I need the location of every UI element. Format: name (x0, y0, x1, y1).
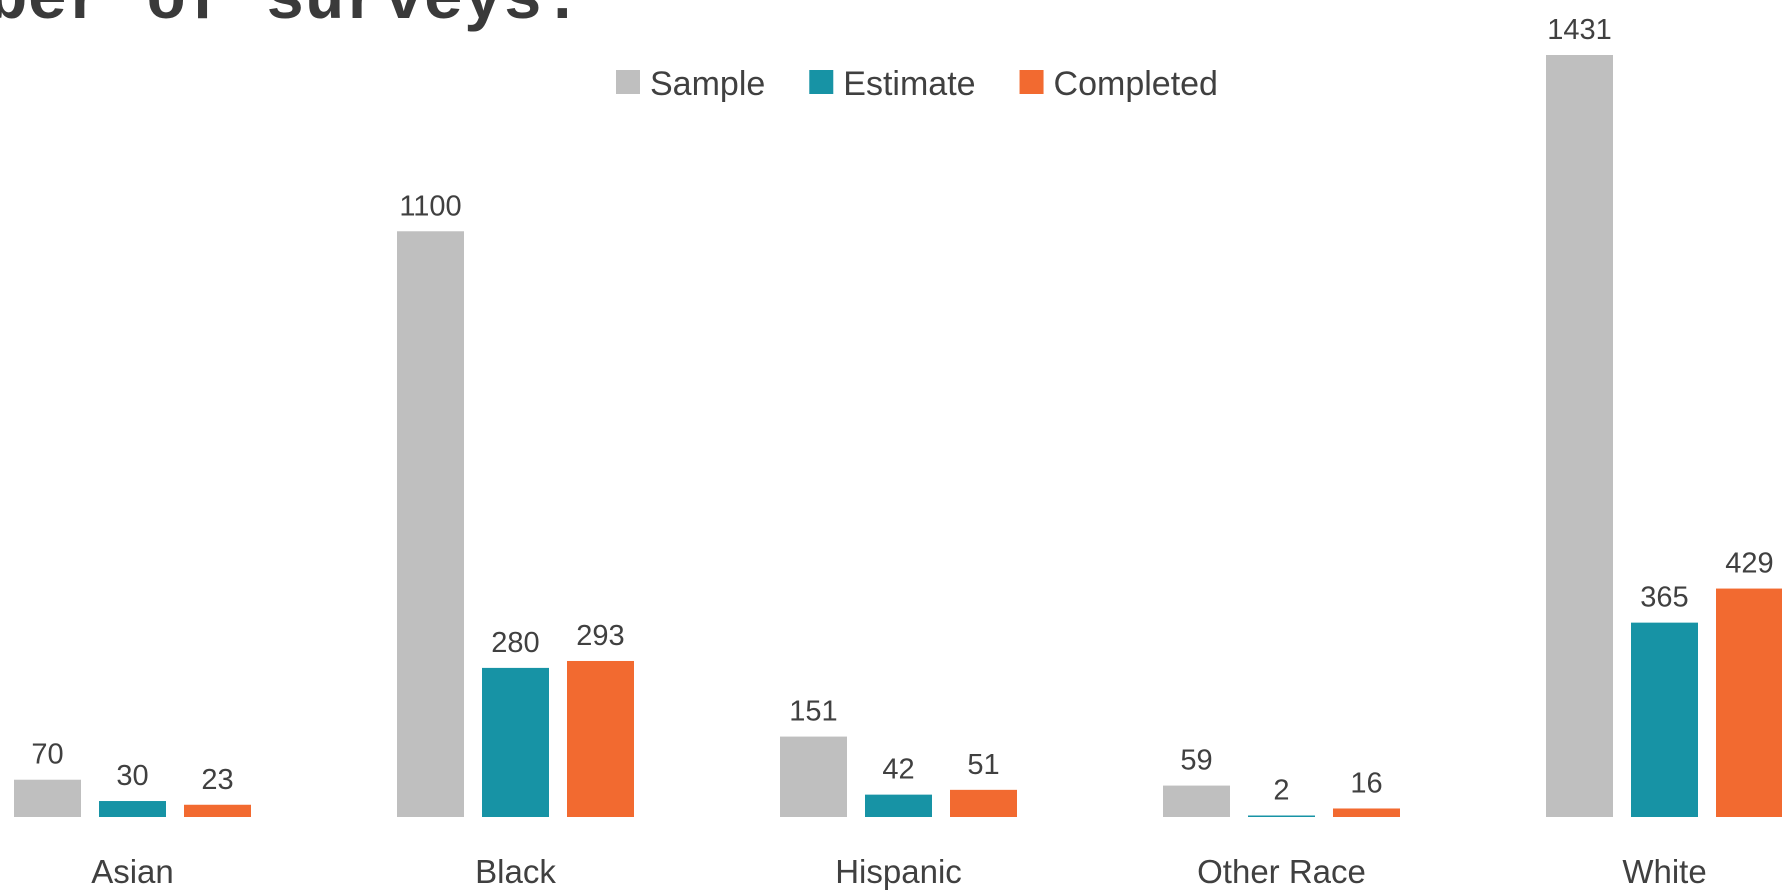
category-labels: Asian Black Hispanic Other Race White (91, 853, 1706, 890)
bar-completed-other-race (1333, 808, 1400, 817)
bar-estimate-hispanic (865, 794, 932, 817)
category-label-hispanic: Hispanic (835, 853, 962, 890)
category-label-asian: Asian (91, 853, 174, 890)
bar-estimate-asian (99, 801, 166, 817)
data-label-completed-asian: 23 (201, 764, 233, 796)
category-label-other-race: Other Race (1197, 853, 1366, 890)
legend-label-completed: Completed (1054, 65, 1218, 103)
data-label-sample-black: 1100 (399, 190, 461, 222)
chart-title: ber of surveys: (0, 0, 583, 38)
data-label-estimate-hispanic: 42 (882, 754, 914, 786)
bar-sample-other-race (1163, 785, 1230, 817)
bar-completed-asian (184, 804, 251, 817)
data-label-sample-asian: 70 (31, 739, 63, 771)
bar-completed-white (1716, 588, 1782, 817)
data-label-completed-other-race: 16 (1350, 767, 1382, 799)
data-label-sample-white: 1431 (1547, 14, 1612, 46)
data-label-completed-black: 293 (576, 620, 624, 652)
legend: Sample Estimate Completed (616, 65, 1218, 103)
data-label-completed-hispanic: 51 (967, 749, 999, 781)
bar-sample-hispanic (780, 736, 847, 817)
data-label-sample-hispanic: 151 (789, 696, 837, 728)
bar-completed-black (567, 660, 634, 817)
category-label-black: Black (475, 853, 556, 890)
data-label-estimate-other-race: 2 (1273, 775, 1289, 807)
bar-estimate-white (1631, 622, 1698, 817)
legend-label-sample: Sample (650, 65, 765, 103)
legend-swatch-sample (616, 70, 640, 94)
data-label-estimate-black: 280 (491, 627, 539, 659)
data-label-estimate-asian: 30 (116, 760, 148, 792)
legend-label-estimate: Estimate (843, 65, 975, 103)
category-label-white: White (1622, 853, 1706, 890)
data-label-completed-white: 429 (1725, 548, 1773, 580)
legend-swatch-estimate (809, 70, 834, 94)
bar-sample-asian (14, 779, 81, 817)
data-labels: 70 30 23 1100 280 293 151 42 51 59 2 16 1431 365 429 (31, 14, 1773, 807)
bar-sample-white (1546, 55, 1613, 817)
legend-swatch-completed (1019, 70, 1044, 94)
data-label-sample-other-race: 59 (1180, 745, 1212, 777)
bar-estimate-other-race (1248, 815, 1315, 817)
data-label-estimate-white: 365 (1640, 582, 1688, 614)
bar-completed-hispanic (950, 789, 1017, 817)
bars (14, 55, 1782, 818)
bar-estimate-black (482, 667, 549, 817)
bar-sample-black (397, 231, 464, 818)
